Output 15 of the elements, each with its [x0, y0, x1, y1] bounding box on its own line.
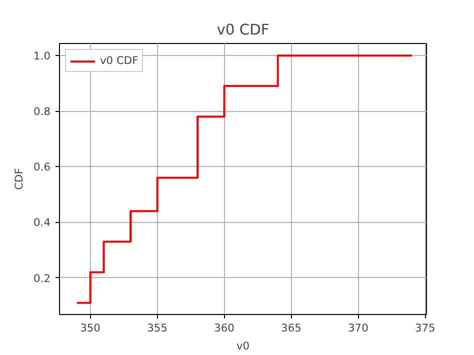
x-tick-label: 375 — [414, 322, 436, 334]
y-tick-label: 0.4 — [34, 216, 51, 230]
y-tick-label: 0.6 — [34, 160, 51, 174]
y-tick-label: 0.8 — [34, 105, 51, 118]
chart-title: v0 CDF — [216, 22, 270, 38]
x-axis-title: v0 — [236, 340, 250, 352]
y-tick-label: 0.2 — [34, 272, 51, 285]
x-tick-label: 370 — [348, 322, 369, 334]
legend-label: v0 CDF — [100, 54, 138, 67]
x-tick-label: 365 — [281, 322, 302, 334]
x-tick-label: 360 — [214, 322, 235, 334]
x-tick-label: 355 — [147, 322, 168, 334]
y-tick-label: 1.0 — [34, 49, 51, 62]
x-tick-label: 350 — [80, 322, 101, 334]
y-axis-title: CDF — [12, 168, 26, 190]
